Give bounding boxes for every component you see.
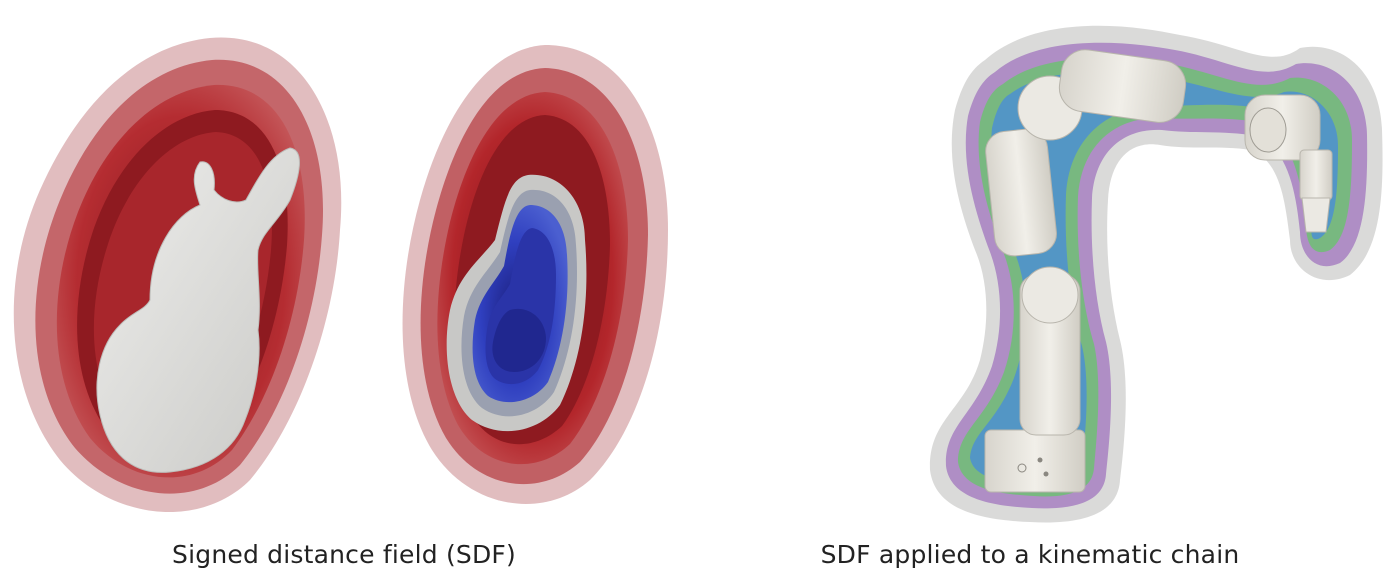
base-screw-2 <box>1037 457 1043 463</box>
left-caption: Signed distance field (SDF) <box>172 540 516 569</box>
right-caption: SDF applied to a kinematic chain <box>820 540 1240 569</box>
robot-link-3 <box>1058 49 1187 123</box>
robot-joint-2 <box>1021 266 1079 324</box>
bunny-section-render <box>402 45 668 504</box>
base-screw-1 <box>1017 463 1027 473</box>
robot-link-2 <box>985 128 1057 257</box>
bunny-sdf-render <box>13 37 342 513</box>
robot-links <box>984 49 1333 493</box>
robot-arm-sdf-render <box>929 25 1383 523</box>
negative-layer-3 <box>492 308 546 372</box>
robot-gripper <box>1301 197 1331 233</box>
base-screw-3 <box>1043 471 1049 477</box>
robot-base <box>984 429 1086 493</box>
robot-wrist <box>1299 149 1333 201</box>
bunny-surface <box>96 147 300 473</box>
robot-joint-6 <box>1249 107 1287 153</box>
section-inner-isolayers <box>472 205 568 403</box>
